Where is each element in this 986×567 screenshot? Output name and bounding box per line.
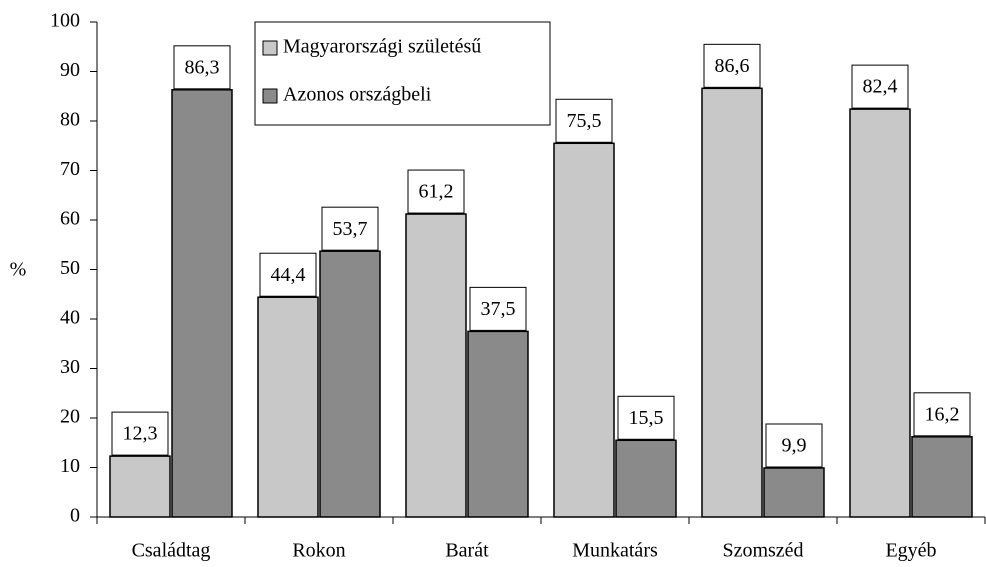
data-label-box <box>703 43 761 88</box>
bar <box>553 142 615 518</box>
legend-swatch <box>262 40 278 56</box>
data-label-box <box>913 392 971 437</box>
legend-label: Azonos országbeli <box>283 84 432 106</box>
data-label-box <box>469 286 527 331</box>
legend-label: Magyarországi születésű <box>283 36 481 58</box>
bar <box>701 87 763 518</box>
legend-swatch <box>262 88 278 104</box>
data-label-box <box>765 423 823 468</box>
bar <box>467 330 529 518</box>
bar <box>257 296 319 518</box>
x-tick-label: Munkatárs <box>572 540 658 562</box>
data-label-box <box>617 395 675 440</box>
bar <box>319 250 381 518</box>
y-tick-label: 70 <box>60 158 80 180</box>
y-tick-label: 40 <box>60 307 80 329</box>
data-label: 16,2 <box>925 403 960 425</box>
data-label: 86,3 <box>185 56 220 78</box>
x-tick-label: Barát <box>445 540 489 562</box>
data-label-box <box>111 411 169 456</box>
y-tick-label: 20 <box>60 406 80 428</box>
data-label-box <box>407 169 465 214</box>
bar <box>763 467 825 518</box>
data-label-box <box>321 206 379 251</box>
data-label: 53,7 <box>333 218 368 240</box>
data-label: 37,5 <box>481 298 516 320</box>
y-tick-label: 60 <box>60 208 80 230</box>
y-tick-label: 30 <box>60 356 80 378</box>
y-tick-label: 80 <box>60 109 80 131</box>
bar <box>405 213 467 518</box>
data-label: 44,4 <box>271 264 306 286</box>
bar <box>849 108 911 518</box>
x-tick-label: Szomszéd <box>722 540 803 562</box>
data-label-box <box>173 45 231 90</box>
y-tick-label: 50 <box>60 257 80 279</box>
y-tick-label: 90 <box>60 59 80 81</box>
data-label: 61,2 <box>419 181 454 203</box>
y-axis-label: % <box>10 259 27 281</box>
data-label: 82,4 <box>863 76 898 98</box>
x-tick-label: Rokon <box>292 540 345 562</box>
data-label: 86,6 <box>715 55 750 77</box>
bar <box>911 436 973 518</box>
data-label: 12,3 <box>123 423 158 445</box>
data-label-box <box>851 64 909 109</box>
bar <box>109 455 171 518</box>
data-label: 9,9 <box>782 435 807 457</box>
data-label: 75,5 <box>567 110 602 132</box>
x-tick-label: Családtag <box>132 540 211 562</box>
bar <box>615 439 677 518</box>
data-label: 15,5 <box>629 407 664 429</box>
legend-box <box>254 21 551 126</box>
y-tick-label: 100 <box>50 10 80 32</box>
data-label-box <box>259 252 317 297</box>
y-tick-label: 10 <box>60 455 80 477</box>
y-tick-label: 0 <box>70 505 80 527</box>
bar <box>171 89 233 518</box>
data-label-box <box>555 98 613 143</box>
x-tick-label: Egyéb <box>885 540 936 562</box>
